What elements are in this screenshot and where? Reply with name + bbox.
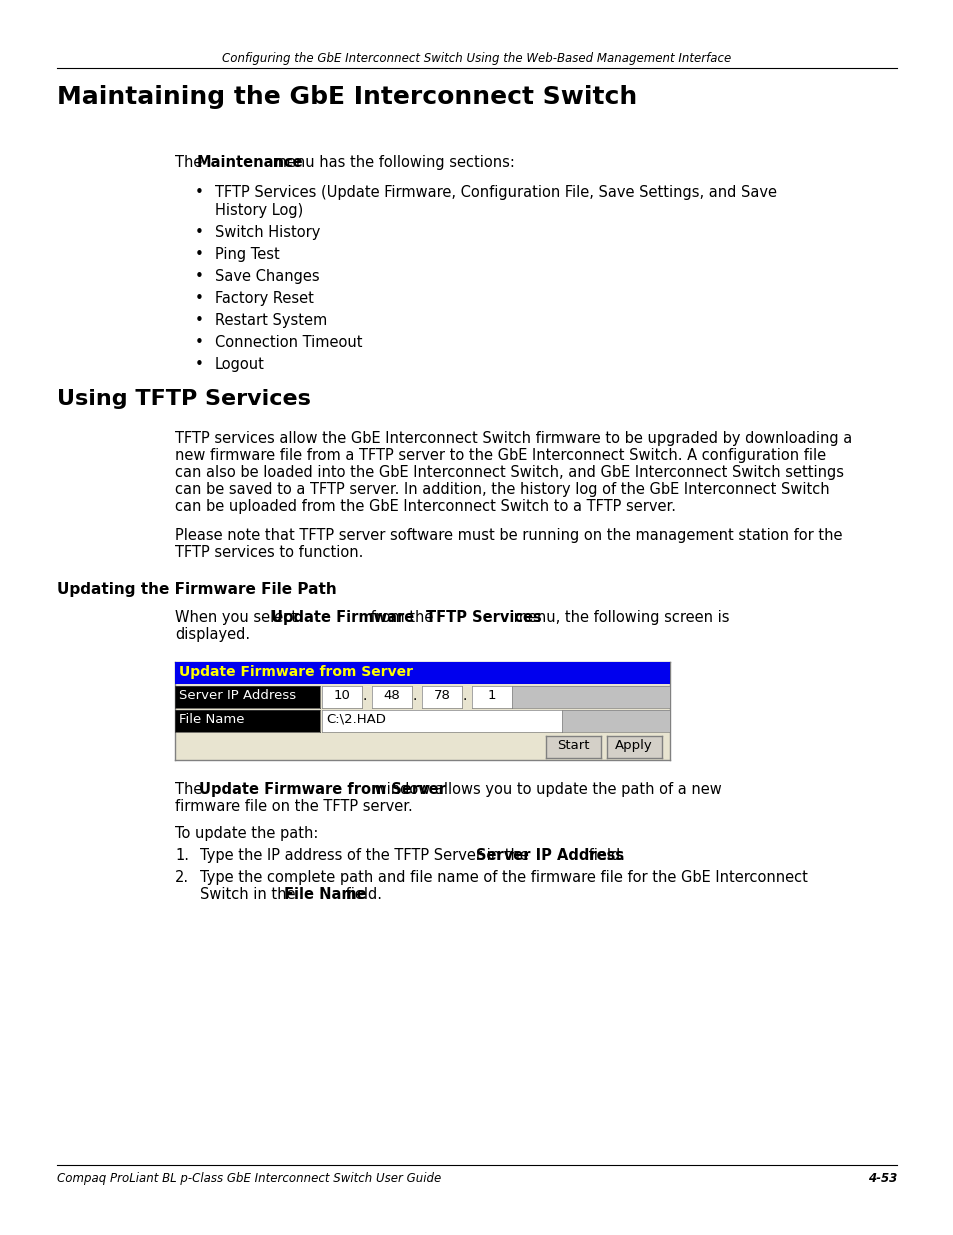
- Text: •: •: [194, 291, 204, 306]
- Text: •: •: [194, 225, 204, 240]
- Text: Restart System: Restart System: [214, 312, 327, 329]
- Text: 1: 1: [487, 689, 496, 701]
- Text: •: •: [194, 185, 204, 200]
- Text: TFTP services to function.: TFTP services to function.: [174, 545, 363, 559]
- Text: Type the IP address of the TFTP Server in the: Type the IP address of the TFTP Server i…: [200, 848, 533, 863]
- Text: Server IP Address: Server IP Address: [476, 848, 623, 863]
- Text: Logout: Logout: [214, 357, 265, 372]
- Text: 2.: 2.: [174, 869, 189, 885]
- Text: firmware file on the TFTP server.: firmware file on the TFTP server.: [174, 799, 413, 814]
- Text: •: •: [194, 335, 204, 350]
- Text: 10: 10: [334, 689, 350, 701]
- Text: Switch History: Switch History: [214, 225, 320, 240]
- Text: 78: 78: [433, 689, 450, 701]
- Text: can be saved to a TFTP server. In addition, the history log of the GbE Interconn: can be saved to a TFTP server. In additi…: [174, 482, 829, 496]
- Text: .: .: [462, 689, 467, 703]
- Text: Type the complete path and file name of the firmware file for the GbE Interconne: Type the complete path and file name of …: [200, 869, 807, 885]
- Text: new firmware file from a TFTP server to the GbE Interconnect Switch. A configura: new firmware file from a TFTP server to …: [174, 448, 825, 463]
- Text: Save Changes: Save Changes: [214, 269, 319, 284]
- Text: 4-53: 4-53: [867, 1172, 896, 1186]
- Text: •: •: [194, 247, 204, 262]
- Text: Please note that TFTP server software must be running on the management station : Please note that TFTP server software mu…: [174, 529, 841, 543]
- Text: can also be loaded into the GbE Interconnect Switch, and GbE Interconnect Switch: can also be loaded into the GbE Intercon…: [174, 466, 843, 480]
- Text: Maintaining the GbE Interconnect Switch: Maintaining the GbE Interconnect Switch: [57, 85, 637, 109]
- Text: Configuring the GbE Interconnect Switch Using the Web-Based Management Interface: Configuring the GbE Interconnect Switch …: [222, 52, 731, 65]
- Text: menu has the following sections:: menu has the following sections:: [268, 156, 515, 170]
- Text: Updating the Firmware File Path: Updating the Firmware File Path: [57, 582, 336, 597]
- Text: The: The: [174, 156, 207, 170]
- Text: menu, the following screen is: menu, the following screen is: [508, 610, 728, 625]
- Text: Factory Reset: Factory Reset: [214, 291, 314, 306]
- Text: 1.: 1.: [174, 848, 189, 863]
- Text: field.: field.: [341, 887, 382, 902]
- Text: Connection Timeout: Connection Timeout: [214, 335, 362, 350]
- Text: Update Firmware from Server: Update Firmware from Server: [199, 782, 445, 797]
- Text: C:\2.HAD: C:\2.HAD: [326, 713, 385, 726]
- Text: •: •: [194, 312, 204, 329]
- Text: .: .: [363, 689, 367, 703]
- Text: Server IP Address: Server IP Address: [179, 689, 295, 701]
- Text: When you select: When you select: [174, 610, 301, 625]
- Text: •: •: [194, 269, 204, 284]
- Text: Update Firmware: Update Firmware: [271, 610, 414, 625]
- Text: Start: Start: [557, 739, 589, 752]
- Text: TFTP services allow the GbE Interconnect Switch firmware to be upgraded by downl: TFTP services allow the GbE Interconnect…: [174, 431, 851, 446]
- Text: .: .: [413, 689, 416, 703]
- Text: from the: from the: [366, 610, 437, 625]
- Text: window allows you to update the path of a new: window allows you to update the path of …: [370, 782, 721, 797]
- Text: History Log): History Log): [214, 203, 303, 219]
- Text: Ping Test: Ping Test: [214, 247, 279, 262]
- Text: •: •: [194, 357, 204, 372]
- Text: Update Firmware from Server: Update Firmware from Server: [179, 664, 413, 679]
- Text: File Name: File Name: [179, 713, 244, 726]
- Text: Compaq ProLiant BL p-Class GbE Interconnect Switch User Guide: Compaq ProLiant BL p-Class GbE Interconn…: [57, 1172, 441, 1186]
- Text: Maintenance: Maintenance: [196, 156, 303, 170]
- Text: To update the path:: To update the path:: [174, 826, 318, 841]
- Text: Apply: Apply: [615, 739, 652, 752]
- Text: Switch in the: Switch in the: [200, 887, 300, 902]
- Text: File Name: File Name: [284, 887, 366, 902]
- Text: can be uploaded from the GbE Interconnect Switch to a TFTP server.: can be uploaded from the GbE Interconnec…: [174, 499, 676, 514]
- Text: Using TFTP Services: Using TFTP Services: [57, 389, 311, 409]
- Text: 48: 48: [383, 689, 400, 701]
- Text: field.: field.: [583, 848, 624, 863]
- Text: TFTP Services (Update Firmware, Configuration File, Save Settings, and Save: TFTP Services (Update Firmware, Configur…: [214, 185, 776, 200]
- Text: The: The: [174, 782, 207, 797]
- Text: TFTP Services: TFTP Services: [426, 610, 541, 625]
- Text: displayed.: displayed.: [174, 627, 250, 642]
